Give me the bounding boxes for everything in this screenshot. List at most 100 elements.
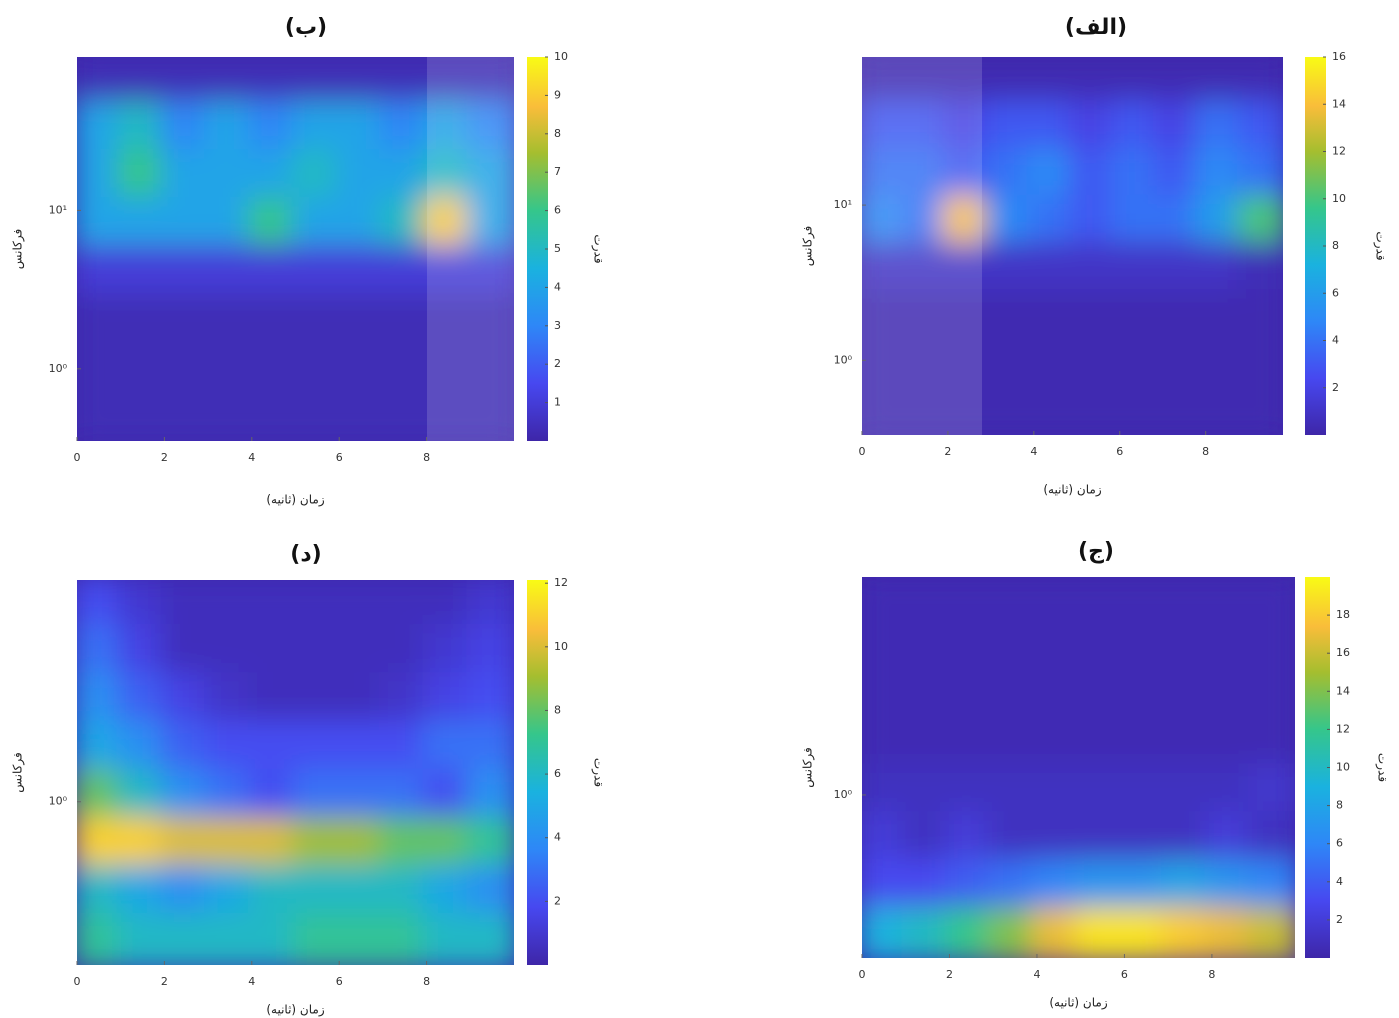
colorbar-tick-label: 12 xyxy=(1336,722,1350,735)
heat-cell xyxy=(466,57,514,109)
heat-cell xyxy=(466,293,514,349)
heat-cell xyxy=(1031,811,1083,867)
heat-cell xyxy=(291,816,344,873)
heat-cell xyxy=(1161,858,1213,915)
heat-cell xyxy=(116,864,169,921)
heat-cell xyxy=(1247,715,1295,772)
x-tick-label: 0 xyxy=(859,445,866,458)
heat-cell xyxy=(466,672,514,729)
heat-cell xyxy=(1074,858,1126,915)
heat-cell xyxy=(160,245,213,301)
heat-cell xyxy=(422,672,475,729)
heat-cell xyxy=(291,341,344,397)
heat-cell xyxy=(900,100,951,156)
heat-cell xyxy=(1031,858,1083,915)
heat-cell xyxy=(1161,577,1213,629)
heat-cell xyxy=(335,197,387,253)
heat-cell xyxy=(116,912,169,965)
colorbar-tick-label: 6 xyxy=(1336,837,1343,850)
heat-cell xyxy=(422,101,475,157)
heat-cell xyxy=(422,197,475,253)
colorbar-tick-label: 4 xyxy=(554,831,561,844)
panel: 0 2 4 6 8 10⁰ 2 4 6 8 10 12 14 16 18 (ج) زمان (ثانیه) فرک… xyxy=(801,539,1390,1011)
heat-cell xyxy=(987,620,1040,677)
heat-cell xyxy=(247,912,300,965)
heat-cell xyxy=(1074,811,1126,867)
colorbar-tick-label: 6 xyxy=(1332,286,1339,299)
heat-cell xyxy=(116,245,169,301)
heat-cell xyxy=(378,720,431,777)
heat-cell xyxy=(1110,336,1161,392)
heat-cell xyxy=(466,245,514,301)
y-axis-label: فرکانس xyxy=(11,752,26,792)
heat-cell xyxy=(116,816,169,873)
heat-cell xyxy=(1026,289,1077,345)
heat-cell xyxy=(466,864,514,921)
heat-cell xyxy=(422,864,475,921)
heat-cell xyxy=(204,864,256,921)
heat-cell xyxy=(291,57,344,109)
heat-cell xyxy=(942,100,993,156)
colorbar-tick-label: 9 xyxy=(554,88,561,101)
heat-cell xyxy=(984,57,1035,109)
heat-cell xyxy=(944,858,996,915)
x-tick-label: 2 xyxy=(161,451,168,464)
x-tick-label: 4 xyxy=(1033,968,1040,981)
heat-cell xyxy=(116,57,169,109)
heat-cell xyxy=(1068,57,1119,109)
heat-cell xyxy=(291,149,344,205)
heat-cell xyxy=(1194,194,1245,250)
heat-cell xyxy=(204,293,256,349)
heat-cell xyxy=(422,624,475,681)
heat-cell xyxy=(944,620,996,677)
colorbar-tick-label: 8 xyxy=(1336,799,1343,812)
heat-cell xyxy=(204,720,256,777)
heat-cell xyxy=(944,668,996,724)
x-tick-label: 0 xyxy=(74,975,81,988)
heat-cell xyxy=(1117,811,1170,867)
heat-cell xyxy=(466,720,514,777)
heat-cell xyxy=(1152,336,1203,392)
heat-cell xyxy=(942,383,993,435)
heat-cell xyxy=(247,624,300,681)
heat-cell xyxy=(1117,763,1170,820)
heat-cell xyxy=(987,858,1040,915)
heat-cell xyxy=(1074,620,1126,677)
heat-cell xyxy=(291,768,344,825)
panel-title: (الف) xyxy=(1065,15,1127,40)
heat-cell xyxy=(1194,242,1245,298)
panel: 0 2 4 6 8 10⁰ 10¹ 2 4 6 8 10 12 14 16 (الف) زمان (ثانیه)… xyxy=(801,15,1388,498)
watermark-band xyxy=(862,57,982,435)
heat-cell xyxy=(1026,242,1077,298)
heat-cell xyxy=(204,389,256,441)
heat-cell xyxy=(942,336,993,392)
heat-cell xyxy=(984,100,1035,156)
heat-cell xyxy=(987,763,1040,820)
heat-cell xyxy=(942,242,993,298)
colorbar-tick-label: 14 xyxy=(1332,97,1346,110)
plot-area xyxy=(862,57,1283,435)
x-tick-label: 2 xyxy=(946,968,953,981)
heat-cell xyxy=(160,101,213,157)
heat-cell xyxy=(422,149,475,205)
heat-cell xyxy=(247,672,300,729)
y-tick-label: 10⁰ xyxy=(834,353,853,366)
x-tick-label: 0 xyxy=(74,451,81,464)
heat-cell xyxy=(160,624,213,681)
heat-cell xyxy=(422,389,475,441)
colorbar-tick-label: 10 xyxy=(1332,192,1346,205)
heat-cell xyxy=(1074,577,1126,629)
heat-cell xyxy=(1236,100,1283,156)
heat-cell xyxy=(1194,336,1245,392)
heat-cell xyxy=(247,197,300,253)
heat-cell xyxy=(1117,668,1170,724)
heat-cell xyxy=(987,577,1040,629)
heat-cell xyxy=(1068,336,1119,392)
x-axis-label: زمان (ثانیه) xyxy=(266,1003,324,1018)
heat-cell xyxy=(1194,147,1245,203)
heat-cell xyxy=(378,149,431,205)
colorbar-tick-label: 2 xyxy=(554,357,561,370)
heat-cell xyxy=(116,580,169,633)
heat-cell xyxy=(1247,668,1295,724)
heat-cell xyxy=(335,57,387,109)
